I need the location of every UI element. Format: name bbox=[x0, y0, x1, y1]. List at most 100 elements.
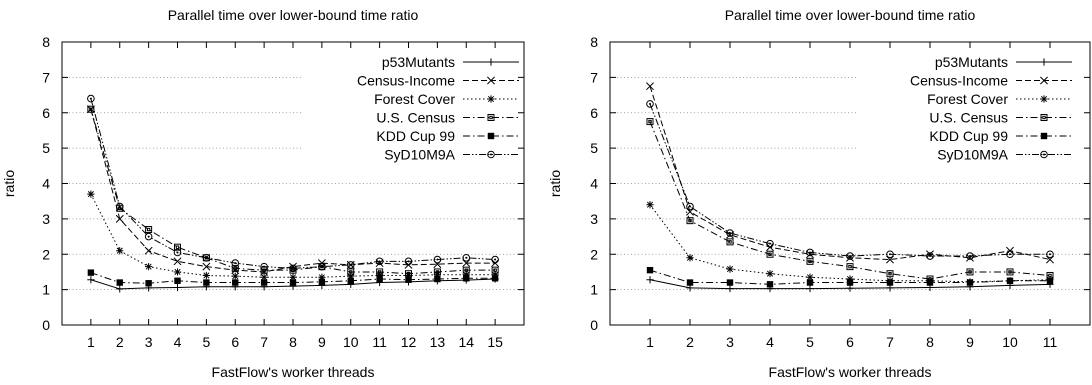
legend-marker-dot bbox=[490, 153, 492, 156]
series-census-income-point bbox=[231, 266, 240, 275]
x-tick-label: 9 bbox=[966, 334, 974, 350]
legend-marker bbox=[487, 132, 495, 140]
series-census-income-point bbox=[926, 250, 934, 259]
series-u-s-census-point-core bbox=[808, 259, 812, 264]
series-kdd-cup-99-point bbox=[87, 269, 95, 276]
series-u-s-census-point-core bbox=[888, 272, 892, 276]
series-syd10m9a-point-ring bbox=[686, 202, 694, 211]
series-kdd-cup-99-point bbox=[376, 275, 383, 283]
series-syd10m9a-point-dot bbox=[89, 97, 92, 100]
x-tick-label: 15 bbox=[487, 334, 503, 350]
x-tick-label: 9 bbox=[318, 334, 326, 350]
series-census-income-point bbox=[646, 82, 654, 91]
series-forest-cover-point bbox=[318, 273, 326, 281]
series-u-s-census-point-box bbox=[87, 105, 95, 113]
series-forest-cover-point bbox=[462, 271, 470, 279]
chart-title: Parallel time over lower-bound time rati… bbox=[725, 7, 976, 23]
x-tick-label: 1 bbox=[646, 334, 654, 350]
series-syd10m9a-point bbox=[726, 229, 734, 237]
series-u-s-census-point-box bbox=[462, 266, 470, 274]
series-u-s-census-point-core bbox=[349, 270, 353, 274]
series-syd10m9a-point bbox=[289, 264, 297, 273]
series-u-s-census-point bbox=[726, 238, 734, 246]
series-syd10m9a-point bbox=[318, 262, 326, 271]
series-kdd-cup-99-point bbox=[434, 275, 441, 283]
series-u-s-census-point bbox=[766, 250, 774, 258]
series-syd10m9a-point bbox=[766, 239, 774, 248]
legend-marker-core bbox=[1042, 115, 1046, 120]
x-axis-label: FastFlow's worker threads bbox=[212, 364, 375, 380]
series-kdd-cup-99-point bbox=[347, 277, 354, 284]
x-tick-label: 8 bbox=[289, 334, 297, 350]
legend-label: U.S. Census bbox=[376, 110, 455, 126]
series-syd10m9a-point bbox=[846, 252, 854, 260]
series-syd10m9a-point bbox=[1006, 250, 1014, 259]
series-p53mutants-point bbox=[846, 284, 854, 292]
x-tick-label: 4 bbox=[766, 334, 774, 350]
x-tick-label: 5 bbox=[202, 334, 210, 350]
series-kdd-cup-99-point bbox=[203, 279, 210, 286]
series-syd10m9a-point bbox=[462, 253, 471, 262]
series-syd10m9a-point-ring bbox=[646, 100, 654, 108]
y-axis-label: ratio bbox=[1, 170, 17, 197]
series-syd10m9a-point bbox=[433, 255, 442, 264]
y-tick-label: 6 bbox=[42, 105, 50, 121]
series-u-s-census-point bbox=[174, 243, 181, 251]
series-syd10m9a-point-ring bbox=[87, 94, 95, 103]
series-syd10m9a-point-dot bbox=[349, 263, 352, 266]
series-p53mutants-point bbox=[173, 283, 182, 292]
x-tick-label: 14 bbox=[458, 334, 474, 350]
series-syd10m9a-line bbox=[90, 98, 496, 269]
series-u-s-census-point-box bbox=[347, 268, 355, 276]
legend-label: SyD10M9A bbox=[384, 147, 455, 163]
legend-label: KDD Cup 99 bbox=[376, 128, 455, 144]
series-syd10m9a-point-dot bbox=[147, 235, 150, 238]
series-census-income-point bbox=[289, 262, 297, 271]
series-syd10m9a-point-ring bbox=[404, 257, 413, 266]
legend-label: Census-Income bbox=[910, 73, 1008, 89]
legend-marker bbox=[1040, 95, 1048, 103]
series-syd10m9a-point-ring bbox=[433, 255, 442, 264]
series-syd10m9a-point bbox=[346, 261, 355, 269]
series-u-s-census-point-core bbox=[648, 119, 652, 124]
legend-marker-box bbox=[487, 114, 495, 121]
series-syd10m9a-point-dot bbox=[929, 255, 931, 258]
x-tick-label: 3 bbox=[726, 334, 734, 350]
series-u-s-census-point-core bbox=[848, 264, 852, 269]
series-kdd-cup-99-point bbox=[145, 280, 152, 287]
y-tick-label: 3 bbox=[590, 211, 598, 227]
legend-marker bbox=[1040, 76, 1048, 85]
series-syd10m9a-point bbox=[375, 257, 384, 266]
series-kdd-cup-99-point bbox=[232, 279, 239, 286]
series-syd10m9a-point-ring bbox=[318, 262, 326, 271]
y-tick-label: 1 bbox=[42, 282, 50, 298]
series-syd10m9a-point-ring bbox=[144, 232, 153, 241]
y-tick-label: 7 bbox=[42, 69, 50, 85]
legend-marker-core bbox=[489, 115, 493, 120]
x-tick-label: 11 bbox=[1043, 334, 1058, 350]
series-forest-cover-point bbox=[145, 263, 153, 271]
series-kdd-cup-99-point bbox=[646, 266, 654, 274]
series-syd10m9a-point-dot bbox=[176, 251, 179, 254]
series-census-income-point bbox=[966, 253, 974, 262]
series-kdd-cup-99-point bbox=[1006, 277, 1014, 284]
series-forest-cover-point bbox=[726, 265, 734, 273]
y-tick-label: 1 bbox=[590, 282, 598, 298]
series-syd10m9a-point bbox=[144, 232, 153, 241]
legend-label: Forest Cover bbox=[374, 91, 455, 107]
series-forest-cover-point bbox=[404, 271, 413, 280]
series-u-s-census-point-box bbox=[231, 264, 239, 272]
x-tick-label: 10 bbox=[343, 334, 359, 350]
series-syd10m9a-point-dot bbox=[407, 260, 410, 263]
series-forest-cover-point bbox=[289, 273, 297, 281]
series-u-s-census-point-box bbox=[145, 225, 153, 233]
chart-left: Parallel time over lower-bound time rati… bbox=[1, 7, 525, 380]
series-syd10m9a-point bbox=[686, 202, 694, 211]
series-kdd-cup-99-point bbox=[289, 279, 297, 286]
x-tick-label: 2 bbox=[116, 334, 124, 350]
series-forest-cover-point bbox=[231, 272, 239, 280]
legend-marker bbox=[1040, 114, 1048, 121]
y-axis-label: ratio bbox=[547, 170, 563, 197]
series-syd10m9a-point-ring bbox=[1006, 250, 1014, 259]
legend-marker bbox=[487, 58, 495, 66]
